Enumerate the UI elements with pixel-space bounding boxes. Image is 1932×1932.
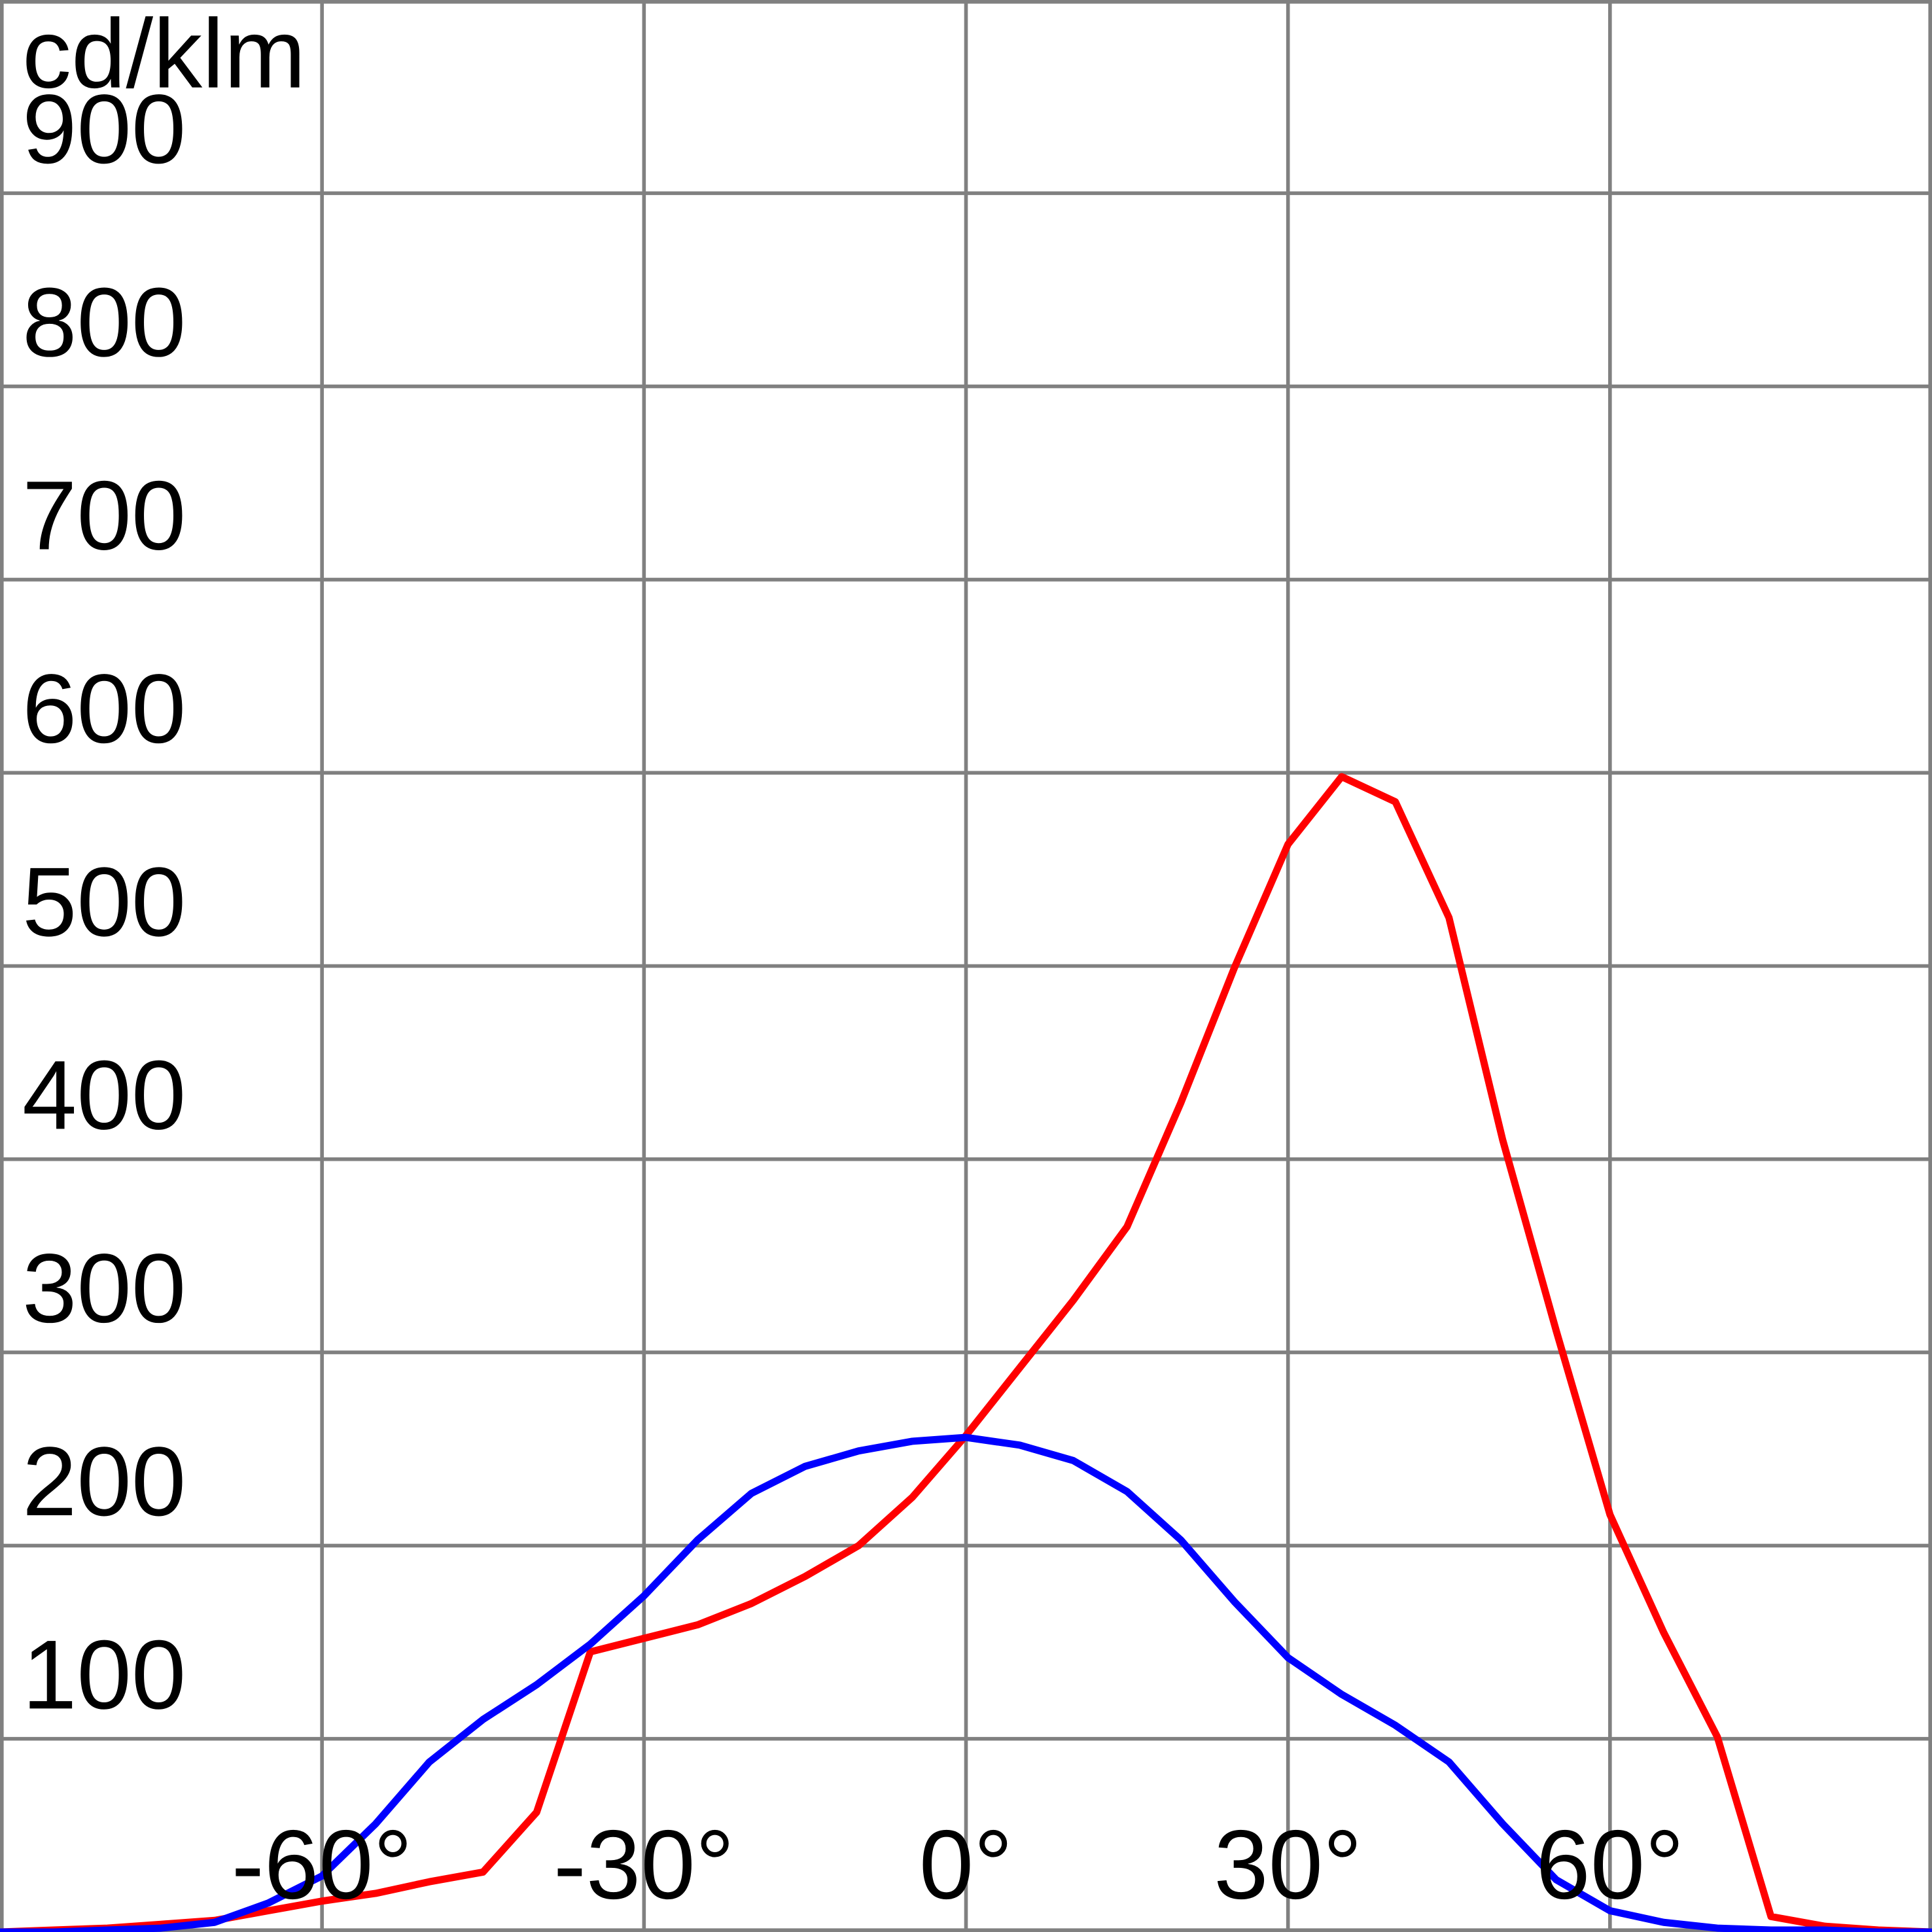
y-tick-label: 300 <box>22 1233 186 1343</box>
x-tick-label: 0° <box>919 1810 1013 1920</box>
x-tick-label: 30° <box>1214 1810 1362 1920</box>
y-tick-label: 900 <box>22 74 186 184</box>
y-tick-label: 800 <box>22 267 186 377</box>
x-tick-label: -60° <box>232 1810 413 1920</box>
y-tick-label: 500 <box>22 847 186 957</box>
y-tick-label: 700 <box>22 461 186 571</box>
y-tick-label: 400 <box>22 1040 186 1150</box>
x-tick-label: -30° <box>553 1810 735 1920</box>
data-line <box>0 1433 1932 1932</box>
y-tick-label: 200 <box>22 1426 186 1536</box>
labels: cd/klm 100 200 300 400 500 600 700 800 900 -60° -3… <box>22 0 1684 1920</box>
lines <box>0 773 1932 1932</box>
x-tick-label: 60° <box>1536 1810 1684 1920</box>
y-tick-label: 600 <box>22 654 186 764</box>
y-tick-label: 100 <box>22 1619 186 1729</box>
y-axis-label: cd/klm <box>22 0 306 109</box>
